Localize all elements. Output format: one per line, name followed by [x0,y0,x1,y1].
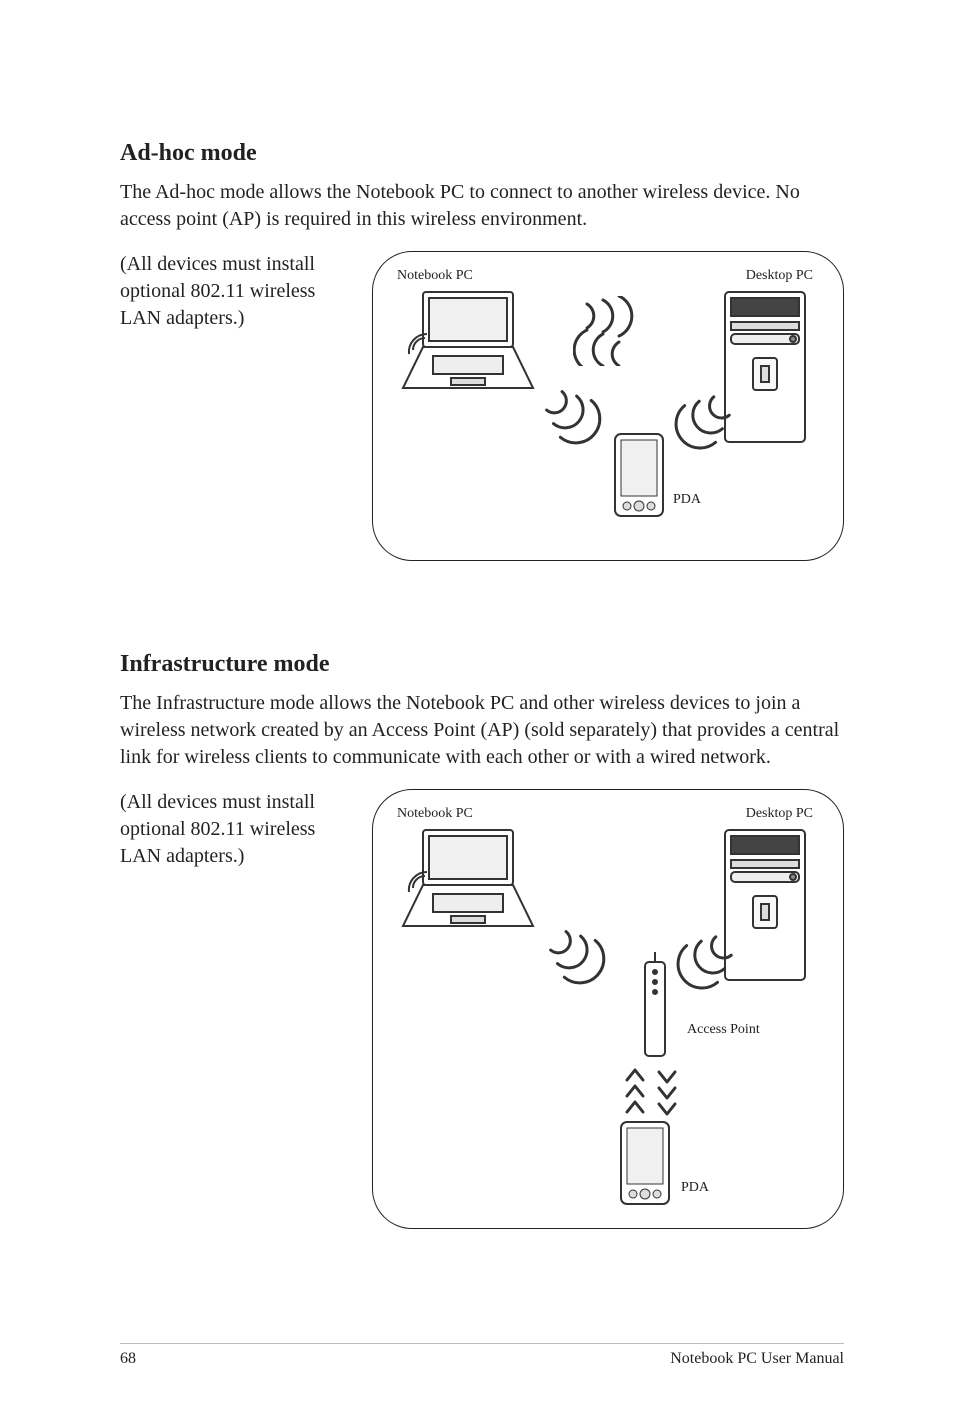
infra-diagram: Notebook PC Desktop PC Access Point PDA [372,789,844,1229]
adhoc-note: (All devices must install optional 802.1… [120,251,360,332]
page-number: 68 [120,1350,136,1368]
wave-icon [573,296,683,366]
label-accesspoint: Access Point [687,1022,760,1038]
notebook-icon [393,826,543,936]
infra-heading: Infrastructure mode [120,651,844,678]
wave-icon [673,382,763,462]
label-notebook-infra: Notebook PC [397,806,473,822]
adhoc-heading: Ad-hoc mode [120,140,844,167]
manual-title: Notebook PC User Manual [670,1350,844,1368]
pda-icon [615,1120,675,1210]
infra-body: The Infrastructure mode allows the Noteb… [120,690,844,771]
wave-icon [519,382,609,462]
label-notebook-adhoc: Notebook PC [397,268,473,284]
label-pda-infra: PDA [681,1180,709,1196]
adhoc-body: The Ad-hoc mode allows the Notebook PC t… [120,179,844,233]
pda-icon: การ> [609,432,669,522]
adhoc-diagram: Notebook PC Desktop PC PDA [372,251,844,561]
wave-icon [523,922,613,1002]
label-pda-adhoc: PDA [673,492,701,508]
footer: 68 Notebook PC User Manual [120,1343,844,1368]
label-desktop-infra: Desktop PC [746,806,813,822]
label-desktop-adhoc: Desktop PC [746,268,813,284]
wave-icon [675,922,765,1002]
arrows-icon [619,1060,689,1130]
infra-note: (All devices must install optional 802.1… [120,789,360,870]
